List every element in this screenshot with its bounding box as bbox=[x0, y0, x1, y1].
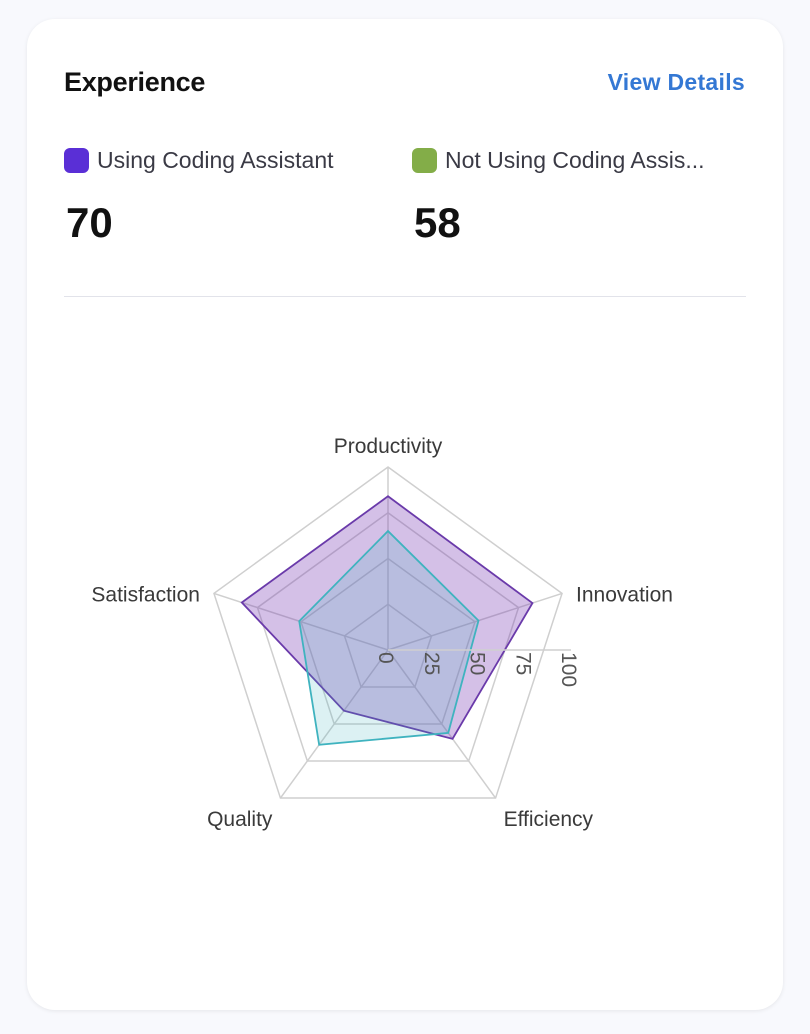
grid-ring bbox=[256, 511, 520, 762]
radial-tick-label: 50 bbox=[466, 652, 489, 675]
legend-swatch bbox=[64, 148, 89, 173]
divider bbox=[64, 296, 746, 297]
view-details-link[interactable]: View Details bbox=[607, 69, 745, 95]
axis-label-quality: Quality bbox=[207, 808, 273, 831]
grid-spoke bbox=[279, 649, 389, 799]
axis-label-satisfaction: Satisfaction bbox=[91, 583, 200, 606]
legend-label: Not Using Coding Assis... bbox=[445, 147, 705, 173]
grid-ring bbox=[343, 603, 433, 688]
grid-ring bbox=[213, 466, 563, 799]
score-not-using: 58 bbox=[414, 199, 461, 246]
experience-card: Experience View Details Using Coding Ass… bbox=[27, 19, 783, 1010]
series-area-0 bbox=[240, 495, 534, 740]
radial-tick-label: 100 bbox=[557, 652, 580, 687]
grid-ring bbox=[300, 557, 476, 725]
legend-item-using: Using Coding Assistant bbox=[64, 147, 334, 174]
legend-swatch bbox=[412, 148, 437, 173]
radial-tick-label: 25 bbox=[420, 652, 443, 675]
axis-label-productivity: Productivity bbox=[334, 435, 443, 458]
grid-spoke bbox=[387, 649, 497, 799]
axis-label-efficiency: Efficiency bbox=[504, 808, 594, 831]
radial-tick-label: 75 bbox=[511, 652, 534, 675]
radial-tick-label: 0 bbox=[374, 652, 397, 664]
card-title: Experience bbox=[64, 67, 206, 97]
legend-label: Using Coding Assistant bbox=[97, 147, 334, 173]
score-using: 70 bbox=[66, 199, 113, 246]
series-area-1 bbox=[298, 529, 480, 746]
axis-label-innovation: Innovation bbox=[576, 583, 673, 606]
legend-item-not-using: Not Using Coding Assis... bbox=[412, 147, 705, 174]
